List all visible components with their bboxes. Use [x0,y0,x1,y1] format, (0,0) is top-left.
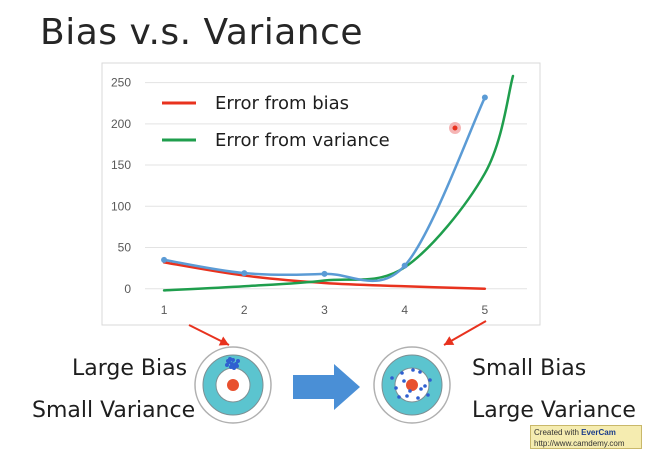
hit-dot [428,378,432,382]
chart-area: 0 50 100 150 200 250 1 2 3 4 5 Error from bias Error… [101,62,541,326]
hit-dot [411,368,415,372]
target-diagrams [188,320,487,424]
watermark-brand: EverCam [581,428,616,437]
hit-dot [235,364,239,368]
data-point [401,262,408,269]
left-target-bullseye [227,379,239,391]
data-point [321,270,328,277]
y-tick-label: 50 [118,241,132,255]
label-small-bias: Small Bias [472,356,587,381]
x-tick-label: 3 [321,303,328,317]
label-large-variance: Large Variance [472,398,636,423]
x-tick-label: 4 [401,303,408,317]
hit-dot [394,386,398,390]
hit-dot [418,370,422,374]
hit-dot [236,359,240,363]
legend-label: Error from variance [215,130,390,151]
arrow-from-x5-head [444,336,455,345]
hit-dot [230,362,234,366]
y-tick-label: 150 [111,158,131,172]
evercam-watermark[interactable]: Created with EverCam http://www.camdemy.… [530,425,642,449]
hit-dot [390,376,394,380]
hit-dot [402,379,406,383]
label-large-bias: Large Bias [72,356,188,381]
x-tick-label: 2 [241,303,248,317]
y-tick-label: 100 [111,199,131,213]
hit-dot [423,384,427,388]
hit-dot [397,395,401,399]
slide-title: Bias v.s. Variance [40,12,364,53]
hit-dot [419,387,423,391]
y-tick-label: 0 [124,282,131,296]
hit-dot [416,396,420,400]
data-point [481,94,488,101]
pointer-dot-center [452,125,458,131]
data-point [241,270,248,277]
label-small-variance: Small Variance [32,398,196,423]
hit-dot [400,371,404,375]
hit-dot [405,394,409,398]
arrow-from-x1-head [218,336,229,346]
series-line-1 [162,261,487,291]
data-point [161,256,168,263]
watermark-url: http://www.camdemy.com [534,439,625,448]
hit-dot [408,389,412,393]
y-tick-label: 250 [111,76,131,90]
series-line-2 [162,74,515,292]
x-tick-label: 1 [161,303,168,317]
hit-dot [226,359,230,363]
legend-label: Error from bias [215,93,349,114]
y-tick-label: 200 [111,117,131,131]
hit-dot [426,393,430,397]
right-target-bullseye [406,379,418,391]
x-tick-label: 5 [482,303,489,317]
hit-dot [225,363,229,367]
watermark-prefix: Created with [534,428,582,437]
series-line-3 [162,96,487,283]
transition-arrow [293,364,360,410]
